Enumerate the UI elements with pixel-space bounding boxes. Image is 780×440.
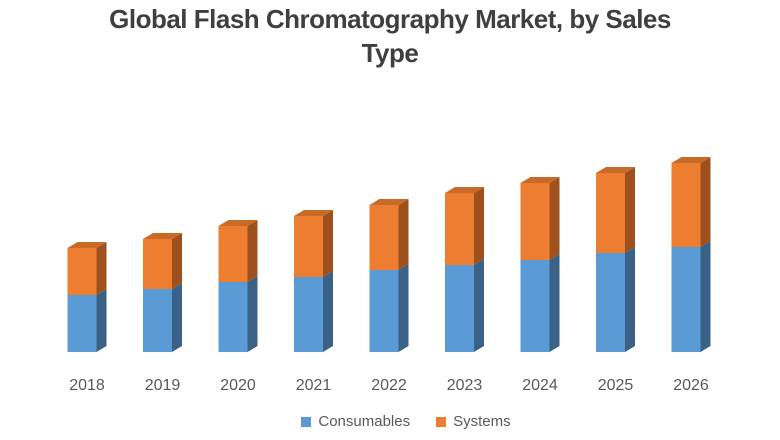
bar-2021-systems-side [323,210,333,277]
chart-title: Global Flash Chromatography Market, by S… [0,2,780,70]
x-axis-label-2019: 2019 [145,377,181,394]
bar-2023-consumables [445,265,474,352]
bar-2020-consumables [218,282,248,352]
bar-2022-systems-top [369,199,409,205]
x-axis-label-2022: 2022 [371,377,407,394]
legend-swatch-systems [436,416,447,427]
bar-2026-systems-side [700,157,711,247]
x-axis-label-2021: 2021 [296,377,332,394]
bar-2021-consumables-side [323,271,333,352]
x-axis-label-2023: 2023 [447,377,483,394]
bar-2024-consumables [520,260,550,352]
bar-2019-consumables-side [172,283,182,352]
bar-2026-consumables-side [700,241,711,352]
bar-2026-systems [671,163,701,247]
bar-2024-consumables-side [549,254,560,352]
bar-2023-consumables-side [474,259,484,352]
x-axis-label-2026: 2026 [673,377,709,394]
bar-2024-systems-top [520,177,560,183]
bar-2023-systems-top [445,187,484,193]
bar-2019-systems [143,239,172,289]
bar-2025-systems-side [625,167,635,253]
bar-2018-consumables-side [96,289,107,352]
bar-2019-consumables [143,289,172,352]
bar-2020-systems-side [247,220,258,282]
bar-2022-systems [369,205,399,270]
bar-2021-consumables [294,277,323,352]
chart-title-line1: Global Flash Chromatography Market, by S… [109,4,671,34]
bar-2019-systems-top [143,233,182,239]
legend-item-consumables: Consumables [301,413,410,430]
legend-item-systems: Systems [436,413,511,430]
bar-2020-systems [218,226,248,282]
bar-2024-systems [520,183,550,260]
bar-2025-consumables [596,253,625,352]
bar-2022-consumables [369,270,399,352]
bar-2019-systems-side [172,233,182,289]
legend-swatch-consumables [301,416,312,427]
bar-2020-consumables-side [247,276,258,352]
chart-title-line2: Type [361,38,419,68]
bar-2021-systems [294,216,323,277]
bar-2022-systems-side [398,199,409,270]
bar-2018-systems-top [67,242,107,248]
x-axis-label-2024: 2024 [522,377,558,394]
bar-2026-consumables [671,247,701,352]
bar-2018-systems [67,248,97,295]
bar-2023-systems-side [474,187,484,265]
legend-label-systems: Systems [453,413,511,430]
bar-2018-consumables [67,295,97,352]
bar-2025-systems [596,173,625,253]
bar-2026-systems-top [671,157,711,163]
bar-2021-systems-top [294,210,333,216]
x-axis-label-2018: 2018 [69,377,105,394]
legend: Consumables Systems [16,413,780,430]
bar-2025-consumables-side [625,247,635,352]
bar-2022-consumables-side [398,264,409,352]
legend-label-consumables: Consumables [318,413,411,430]
bar-2018-systems-side [96,242,107,295]
x-axis-label-2020: 2020 [220,377,256,394]
bar-2024-systems-side [549,177,560,260]
bar-2025-systems-top [596,167,635,173]
bar-2023-systems [445,193,474,265]
bar-2020-systems-top [218,220,258,226]
x-axis-label-2025: 2025 [598,377,634,394]
